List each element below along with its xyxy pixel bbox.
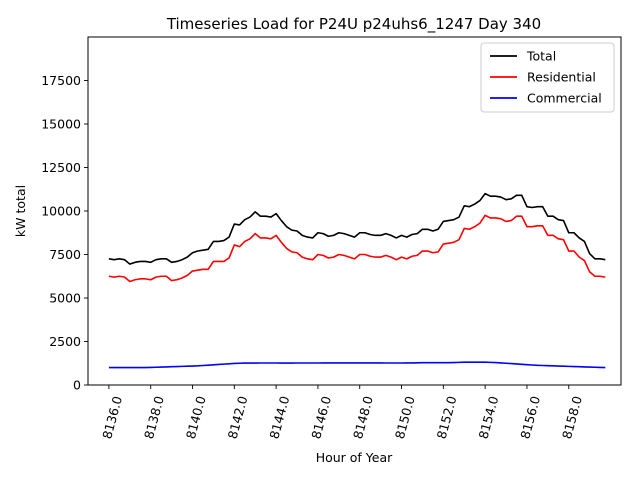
x-tick-label: 8148.0 — [350, 394, 376, 440]
series-line-commercial — [108, 361, 606, 369]
series-line-total — [108, 192, 606, 265]
legend-label-commercial: Commercial — [527, 91, 602, 106]
x-axis-label: Hour of Year — [316, 450, 393, 465]
x-tick-label: 8146.0 — [308, 394, 334, 440]
y-tick-label: 0 — [73, 378, 81, 393]
x-tick-label: 8140.0 — [183, 394, 209, 440]
y-tick-label: 2500 — [49, 334, 81, 349]
chart-title: Timeseries Load for P24U p24uhs6_1247 Da… — [166, 15, 541, 34]
x-tick-label: 8136.0 — [99, 394, 125, 440]
x-axis: 8136.0 8138.0 8140.0 8142.0 8144.0 8146.0 8148… — [99, 385, 585, 441]
x-tick-label: 8154.0 — [475, 394, 501, 440]
legend-label-residential: Residential — [527, 70, 596, 85]
legend-label-total: Total — [526, 49, 556, 64]
y-axis-label: kW total — [13, 185, 28, 237]
x-tick-label: 8142.0 — [225, 394, 251, 440]
y-tick-label: 17500 — [41, 73, 81, 88]
x-tick-label: 8150.0 — [392, 394, 418, 440]
y-tick-label: 12500 — [41, 160, 81, 175]
x-tick-label: 8158.0 — [559, 394, 585, 440]
legend: Total Residential Commercial — [480, 42, 615, 113]
x-tick-label: 8144.0 — [266, 394, 292, 440]
y-tick-label: 10000 — [41, 204, 81, 219]
y-tick-label: 5000 — [49, 291, 81, 306]
x-tick-label: 8138.0 — [141, 394, 167, 440]
y-tick-label: 15000 — [41, 117, 81, 132]
y-axis: 0 2500 5000 7500 10000 12500 15000 17500 — [41, 73, 88, 393]
x-tick-label: 8156.0 — [517, 394, 543, 440]
legend-box — [480, 42, 615, 113]
x-tick-label: 8152.0 — [434, 394, 460, 440]
y-tick-label: 7500 — [49, 247, 81, 262]
series-line-residential — [108, 214, 606, 283]
series-layer — [108, 192, 606, 369]
